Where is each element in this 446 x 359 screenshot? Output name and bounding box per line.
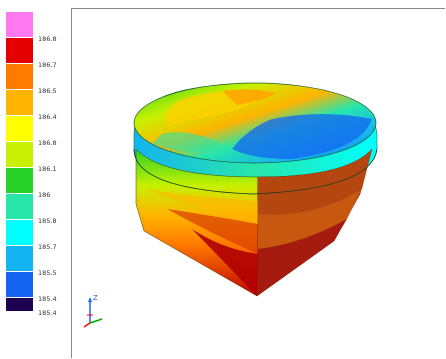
legend-label: 186.8 bbox=[38, 35, 57, 43]
color-scale-legend: 186.8 186.7 186.5 186.4 186.8 186.1 186 185.8 18… bbox=[6, 12, 66, 357]
legend-label: 185.5 bbox=[38, 269, 57, 277]
model-top-band-cyan bbox=[152, 132, 232, 153]
z-axis-arrow bbox=[88, 297, 92, 302]
legend-swatch bbox=[6, 12, 33, 38]
model-rim-edge bbox=[133, 148, 378, 195]
legend-label: 186.4 bbox=[38, 113, 57, 121]
legend-swatch bbox=[6, 298, 33, 312]
legend-swatch bbox=[6, 38, 33, 64]
y-axis-line bbox=[89, 318, 103, 324]
contour-model bbox=[133, 82, 378, 297]
legend-label: 185.7 bbox=[38, 243, 57, 251]
color-scale-bar bbox=[6, 12, 33, 312]
z-axis-label: Z bbox=[93, 294, 98, 302]
model-body-right-shade bbox=[258, 149, 372, 215]
legend-label: 185.4 bbox=[38, 309, 57, 317]
axis-triad-icon: Z bbox=[83, 294, 103, 328]
legend-swatch bbox=[6, 194, 33, 220]
legend-label: 185.8 bbox=[38, 217, 57, 225]
legend-label: 186.1 bbox=[38, 165, 57, 173]
legend-label: 185.4 bbox=[38, 295, 57, 303]
legend-swatch bbox=[6, 142, 33, 168]
legend-swatch bbox=[6, 246, 33, 272]
model-viewport[interactable] bbox=[71, 8, 445, 358]
model-body-right-band bbox=[258, 189, 362, 249]
legend-swatch bbox=[6, 90, 33, 116]
legend-swatch bbox=[6, 220, 33, 246]
legend-swatch bbox=[6, 272, 33, 298]
legend-swatch bbox=[6, 168, 33, 194]
legend-label: 186.8 bbox=[38, 139, 57, 147]
model-cone-band-3 bbox=[144, 189, 258, 224]
model-top-band-orange bbox=[222, 89, 277, 105]
model-cone-band-1 bbox=[192, 229, 258, 296]
model-body-right-band2 bbox=[257, 219, 347, 296]
model-cone-band-2 bbox=[167, 209, 258, 254]
model-top-band-blue bbox=[232, 114, 372, 159]
legend-label: 186.7 bbox=[38, 61, 57, 69]
legend-swatch bbox=[6, 64, 33, 90]
legend-swatch bbox=[6, 116, 33, 142]
x-axis-line bbox=[83, 322, 91, 328]
legend-label: 186.5 bbox=[38, 87, 57, 95]
legend-label: 186 bbox=[38, 191, 51, 199]
